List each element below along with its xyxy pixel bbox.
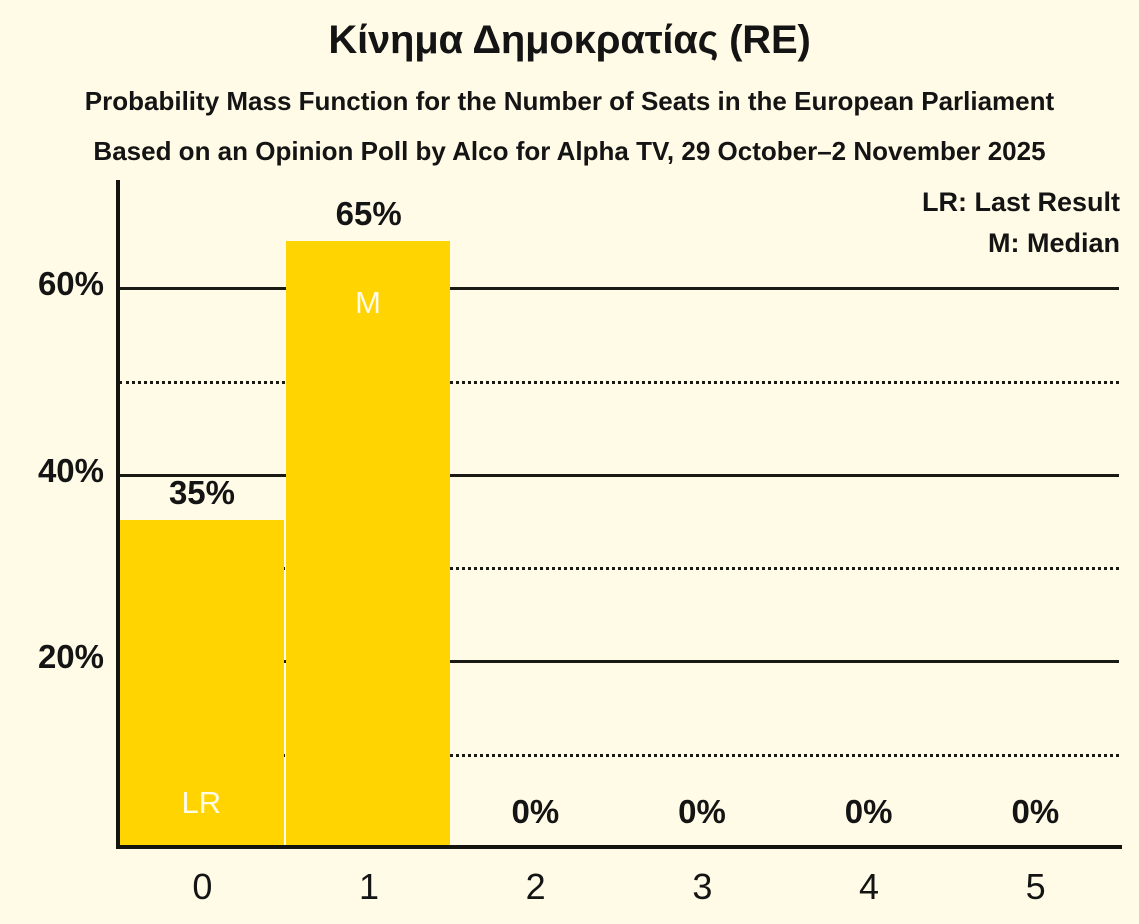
- page-title: Κίνημα Δημοκρατίας (RE): [328, 18, 811, 62]
- bar-marker-m: M: [355, 284, 381, 320]
- x-tick-label-4: 4: [858, 866, 879, 907]
- gridline-40: [119, 473, 1119, 477]
- value-label-0: 35%: [168, 474, 236, 512]
- legend-entry-median: M: Median: [988, 228, 1120, 258]
- copyright-notice: © 2025 Filip van Laenen: [1123, 0, 1137, 4]
- value-label-5: 0%: [1011, 793, 1060, 830]
- y-axis-line: [116, 180, 120, 849]
- x-axis-line: [116, 845, 1122, 849]
- chart-subtitle: Probability Mass Function for the Number…: [84, 86, 1055, 116]
- gridline-30: [119, 567, 1119, 571]
- value-label-3: 0%: [678, 793, 726, 830]
- plot-area: LR M: [119, 180, 1119, 847]
- y-tick-label-20: 20%: [37, 638, 104, 676]
- value-label-2: 0%: [511, 793, 560, 830]
- bar-0[interactable]: LR: [119, 520, 284, 847]
- x-tick-label-2: 2: [525, 866, 546, 907]
- value-label-4: 0%: [844, 793, 893, 830]
- y-tick-label-40: 40%: [37, 451, 104, 489]
- gridline-60: [119, 287, 1119, 291]
- x-tick-label-1: 1: [358, 866, 379, 907]
- chart-legend: LR: Last Result M: Median: [922, 182, 1120, 264]
- y-tick-label-60: 60%: [37, 265, 104, 303]
- bar-marker-lr: LR: [181, 784, 222, 820]
- x-tick-label-0: 0: [192, 866, 213, 907]
- x-tick-label-5: 5: [1025, 866, 1046, 907]
- chart-source-subtitle: Based on an Opinion Poll by Alco for Alp…: [93, 136, 1046, 166]
- gridline-20: [119, 660, 1119, 664]
- gridline-50: [119, 380, 1119, 384]
- bar-1[interactable]: M: [285, 240, 451, 847]
- legend-entry-last-result: LR: Last Result: [921, 187, 1120, 217]
- value-label-1: 65%: [335, 194, 402, 232]
- gridline-10: [119, 753, 1119, 757]
- x-tick-label-3: 3: [692, 866, 713, 907]
